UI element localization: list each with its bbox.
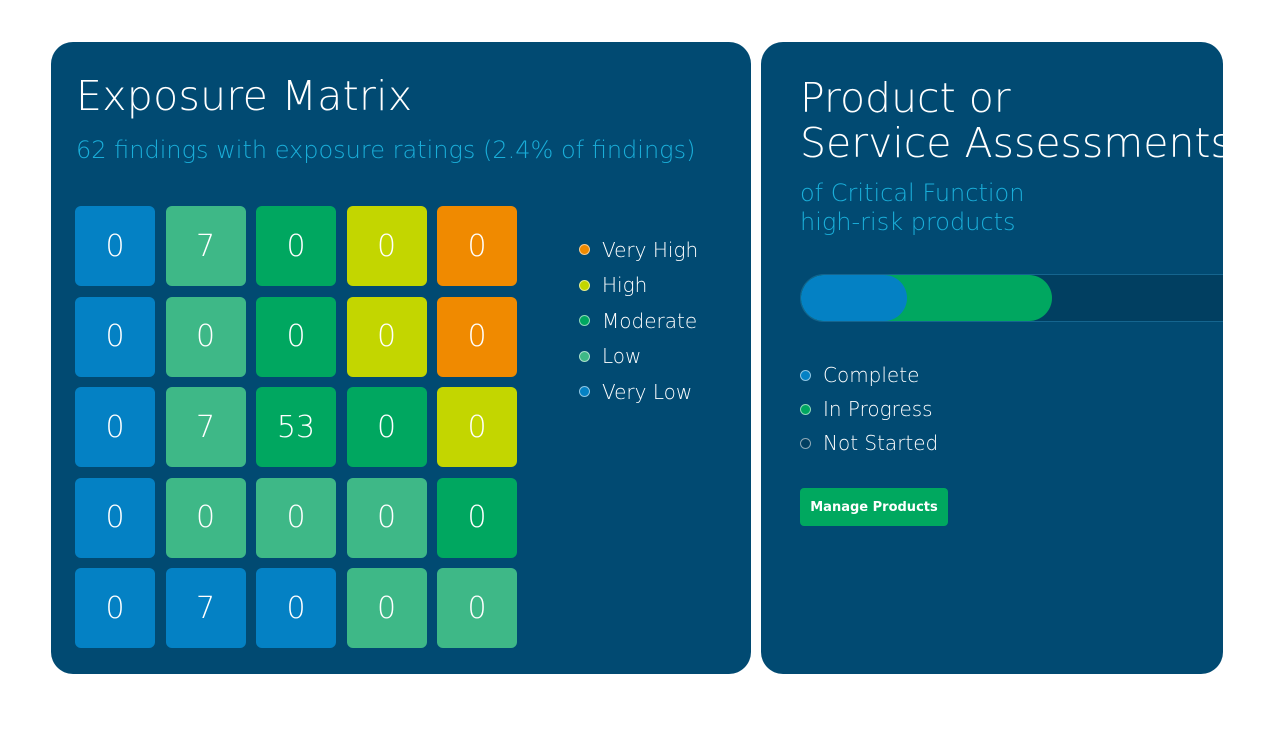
legend-item-high: High	[579, 268, 698, 304]
status-legend: Complete In Progress Not Started	[800, 358, 938, 460]
legend-label: Very Low	[602, 379, 693, 404]
assessments-subtitle-line1: of Critical Function	[800, 179, 1025, 207]
status-label: Complete	[823, 363, 920, 387]
matrix-cell: 0	[437, 568, 517, 648]
matrix-cell: 0	[75, 296, 155, 377]
legend-label: Very High	[602, 237, 699, 262]
matrix-cell: 0	[256, 568, 336, 648]
matrix-cell: 0	[346, 387, 427, 467]
matrix-cell: 0	[256, 206, 336, 286]
matrix-cell: 0	[165, 296, 246, 377]
matrix-cell: 0	[256, 296, 336, 377]
complete-segment	[801, 275, 907, 321]
matrix-cell: 0	[75, 206, 155, 286]
status-label: Not Started	[823, 431, 939, 455]
status-item-complete: Complete	[800, 358, 938, 392]
status-dot	[800, 369, 811, 381]
matrix-cell: 0	[75, 477, 155, 558]
matrix-cell: 7	[165, 206, 246, 286]
legend-item-very-high: Very High	[579, 232, 698, 268]
matrix-cell: 0	[346, 296, 427, 377]
assessments-title-line2: Service Assessments	[800, 119, 1223, 167]
legend-dot	[579, 386, 590, 398]
legend-item-very-low: Very Low	[579, 374, 698, 410]
assessments-title: Product or Service Assessments	[800, 76, 1223, 166]
legend-dot	[579, 244, 590, 256]
matrix-cell: 53	[256, 387, 336, 467]
status-dot	[800, 403, 811, 415]
legend-dot	[579, 315, 590, 327]
status-item-in-progress: In Progress	[800, 392, 938, 426]
status-dot	[800, 437, 811, 449]
matrix-subtitle: 62 findings with exposure ratings (2.4% …	[76, 136, 696, 164]
exposure-matrix-panel: Exposure Matrix 62 findings with exposur…	[51, 42, 751, 674]
matrix-cell: 7	[165, 568, 246, 648]
legend-item-low: Low	[579, 339, 698, 375]
matrix-cell: 0	[437, 206, 517, 286]
matrix-cell: 0	[256, 477, 336, 558]
matrix-title: Exposure Matrix	[76, 72, 413, 120]
legend-label: Low	[602, 344, 642, 369]
legend-label: High	[602, 273, 648, 298]
matrix-cell: 0	[437, 296, 517, 377]
status-item-not-started: Not Started	[800, 426, 938, 460]
legend-dot	[579, 350, 590, 362]
assessments-title-line1: Product or	[800, 74, 1011, 122]
matrix-cell: 0	[437, 387, 517, 467]
matrix-cell: 0	[75, 568, 155, 648]
legend-label: Moderate	[602, 308, 698, 333]
legend-item-moderate: Moderate	[579, 303, 698, 339]
assessment-progress-bar	[800, 274, 1223, 322]
matrix-cell: 0	[75, 387, 155, 467]
matrix-cell: 0	[165, 477, 246, 558]
matrix-cell: 0	[346, 206, 427, 286]
matrix-cell: 0	[346, 477, 427, 558]
exposure-legend: Very High High Moderate Low Very Low	[579, 232, 698, 410]
assessments-subtitle: of Critical Function high-risk products	[800, 179, 1024, 237]
manage-products-button[interactable]: Manage Products	[800, 488, 948, 526]
exposure-grid: 0 7 0 0 0 0 0 0 0 0 0 7 53 0 0 0 0 0 0 0 0 7 0 0 0	[75, 206, 519, 648]
assessments-subtitle-line2: high-risk products	[800, 208, 1016, 236]
matrix-cell: 0	[437, 477, 517, 558]
matrix-cell: 0	[346, 568, 427, 648]
assessments-panel: Product or Service Assessments of Critic…	[761, 42, 1223, 674]
status-label: In Progress	[823, 397, 933, 421]
matrix-cell: 7	[165, 387, 246, 467]
legend-dot	[579, 279, 590, 291]
